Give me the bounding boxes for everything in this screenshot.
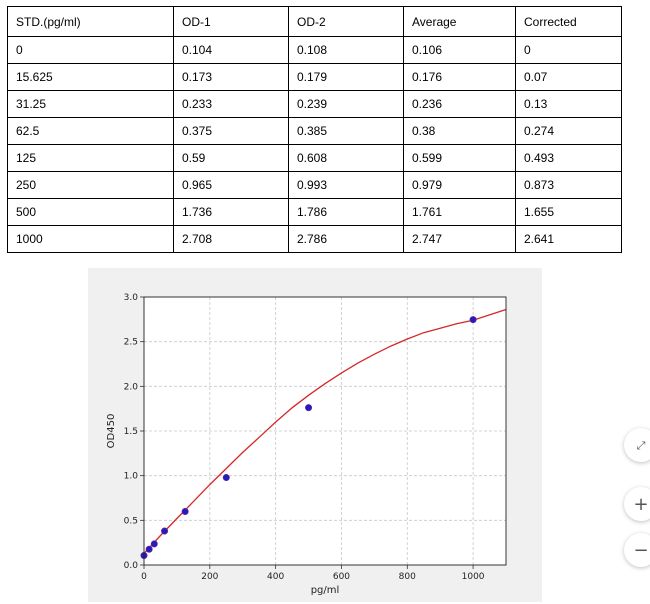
table-cell: 0.233 — [173, 90, 289, 118]
y-tick-label: 2.5 — [124, 338, 138, 348]
table-cell: 0.59 — [173, 144, 289, 172]
x-tick-label: 800 — [399, 572, 416, 582]
column-header: OD-1 — [173, 6, 289, 37]
table-cell: 0.993 — [288, 171, 404, 199]
zoom-in-button[interactable]: + — [624, 487, 650, 521]
table-row: 31.25 0.233 0.239 0.236 0.13 — [7, 90, 622, 118]
column-header: Average — [403, 6, 516, 37]
data-point — [181, 507, 189, 515]
table-cell: 0.965 — [173, 171, 289, 199]
data-point — [145, 545, 153, 553]
table-cell: 0.375 — [173, 117, 289, 145]
table-cell: 0.173 — [173, 63, 289, 91]
table-cell: 31.25 — [7, 90, 174, 118]
x-tick-label: 1000 — [462, 572, 485, 582]
data-point — [222, 474, 230, 482]
y-tick-label: 1.0 — [124, 472, 139, 482]
table-header-row: STD.(pg/ml) OD-1 OD-2 Average Corrected — [7, 6, 622, 37]
x-tick-label: 0 — [141, 572, 147, 582]
standard-curve-chart: 0 200 400 600 800 1000 0.0 0.5 1.0 1.5 2.0 2.5 3.0 pg… — [106, 293, 507, 596]
standard-curve-table: STD.(pg/ml) OD-1 OD-2 Average Corrected 0 0.10… — [7, 6, 622, 253]
table-cell: 500 — [7, 198, 174, 226]
x-tick-label: 200 — [201, 572, 218, 582]
table-cell: 0.608 — [288, 144, 404, 172]
data-point — [305, 404, 313, 412]
column-header: OD-2 — [288, 6, 404, 37]
table-cell: 0 — [515, 36, 622, 64]
y-tick-label: 0.0 — [124, 561, 139, 571]
table-cell: 0.179 — [288, 63, 404, 91]
table-cell: 0.176 — [403, 63, 516, 91]
table-cell: 0.599 — [403, 144, 516, 172]
table-cell: 0.108 — [288, 36, 404, 64]
table-row: 62.5 0.375 0.385 0.38 0.274 — [7, 117, 622, 145]
expand-button[interactable]: ⤢ — [624, 428, 650, 462]
table-cell: 250 — [7, 171, 174, 199]
zoom-out-button[interactable]: − — [624, 533, 650, 567]
table-row: 250 0.965 0.993 0.979 0.873 — [7, 171, 622, 199]
table-cell: 62.5 — [7, 117, 174, 145]
y-tick-label: 0.5 — [124, 516, 138, 526]
table-cell: 1.786 — [288, 198, 404, 226]
table-row: 0 0.104 0.108 0.106 0 — [7, 36, 622, 64]
y-tick-label: 2.0 — [124, 382, 139, 392]
table-cell: 0.106 — [403, 36, 516, 64]
y-tick-label: 1.5 — [124, 427, 138, 437]
table-cell: 2.641 — [515, 225, 622, 253]
zoom-in-label: + — [633, 493, 649, 515]
x-axis-label: pg/ml — [311, 585, 340, 596]
table-cell: 2.747 — [403, 225, 516, 253]
table-cell: 0.493 — [515, 144, 622, 172]
table-cell: 0.104 — [173, 36, 289, 64]
fit-curve-line — [143, 308, 507, 554]
y-axis-label: OD450 — [106, 414, 117, 449]
table-cell: 0.385 — [288, 117, 404, 145]
table-cell: 0.239 — [288, 90, 404, 118]
table-cell: 0.38 — [403, 117, 516, 145]
table-cell: 0.236 — [403, 90, 516, 118]
expand-icon: ⤢ — [636, 438, 646, 452]
table-cell: 0.274 — [515, 117, 622, 145]
table-row: 15.625 0.173 0.179 0.176 0.07 — [7, 63, 622, 91]
y-tick-label: 3.0 — [124, 293, 139, 303]
data-point — [469, 316, 477, 324]
table-cell: 0.873 — [515, 171, 622, 199]
table-cell: 15.625 — [7, 63, 174, 91]
table-cell: 1000 — [7, 225, 174, 253]
table-cell: 0 — [7, 36, 174, 64]
column-header: Corrected — [515, 6, 622, 37]
data-point — [161, 527, 169, 535]
table-cell: 0.13 — [515, 90, 622, 118]
plot-frame — [143, 296, 507, 566]
x-tick-label: 600 — [333, 572, 350, 582]
x-tick-label: 400 — [267, 572, 284, 582]
column-header: STD.(pg/ml) — [7, 6, 174, 37]
table-cell: 2.786 — [288, 225, 404, 253]
table-cell: 1.761 — [403, 198, 516, 226]
zoom-out-label: − — [633, 539, 649, 561]
table-row: 125 0.59 0.608 0.599 0.493 — [7, 144, 622, 172]
table-cell: 0.07 — [515, 63, 622, 91]
table-cell: 125 — [7, 144, 174, 172]
data-point — [150, 540, 158, 548]
table-cell: 2.708 — [173, 225, 289, 253]
chart-panel: 0 200 400 600 800 1000 0.0 0.5 1.0 1.5 2.0 2.5 3.0 pg… — [88, 268, 542, 602]
table-cell: 0.979 — [403, 171, 516, 199]
table-row: 1000 2.708 2.786 2.747 2.641 — [7, 225, 622, 253]
table-row: 500 1.736 1.786 1.761 1.655 — [7, 198, 622, 226]
table-cell: 1.655 — [515, 198, 622, 226]
table-cell: 1.736 — [173, 198, 289, 226]
